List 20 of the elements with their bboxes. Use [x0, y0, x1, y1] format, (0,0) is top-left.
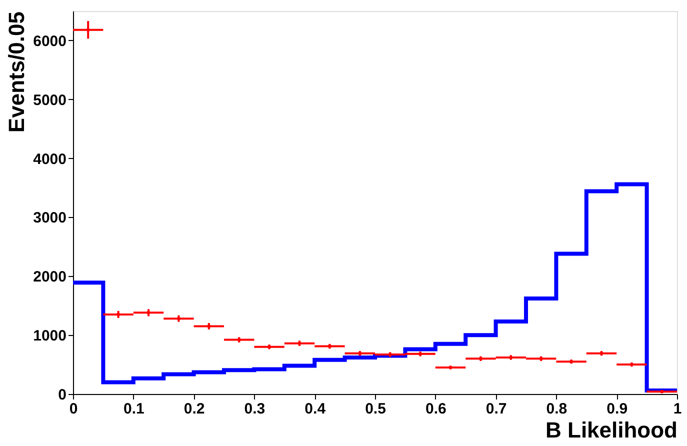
y-axis-title: Events/0.05: [4, 12, 30, 133]
x-tick-label: 0.7: [486, 400, 507, 418]
y-tick-label: 1000: [33, 328, 66, 345]
y-tick-label: 6000: [33, 32, 66, 50]
x-tick-label: 0.5: [365, 400, 386, 418]
y-tick-label: 0: [58, 386, 66, 404]
x-tick-label: 0: [69, 400, 78, 418]
y-tick-label: 4000: [33, 150, 66, 168]
y-tick-label: 2000: [33, 268, 66, 286]
y-tick-label: 5000: [33, 92, 66, 109]
x-axis-title: B Likelihood: [546, 418, 678, 442]
x-tick-label: 1: [673, 400, 682, 418]
y-tick-label: 3000: [33, 210, 66, 227]
x-tick-label: 0.9: [606, 400, 628, 418]
x-tick-label: 0.6: [425, 400, 446, 418]
x-tick-label: 0.8: [546, 400, 568, 418]
x-tick-label: 0.1: [123, 400, 144, 418]
x-tick-label: 0.3: [244, 400, 266, 418]
x-tick-label: 0.4: [304, 400, 326, 418]
x-tick-label: 0.2: [184, 400, 205, 418]
